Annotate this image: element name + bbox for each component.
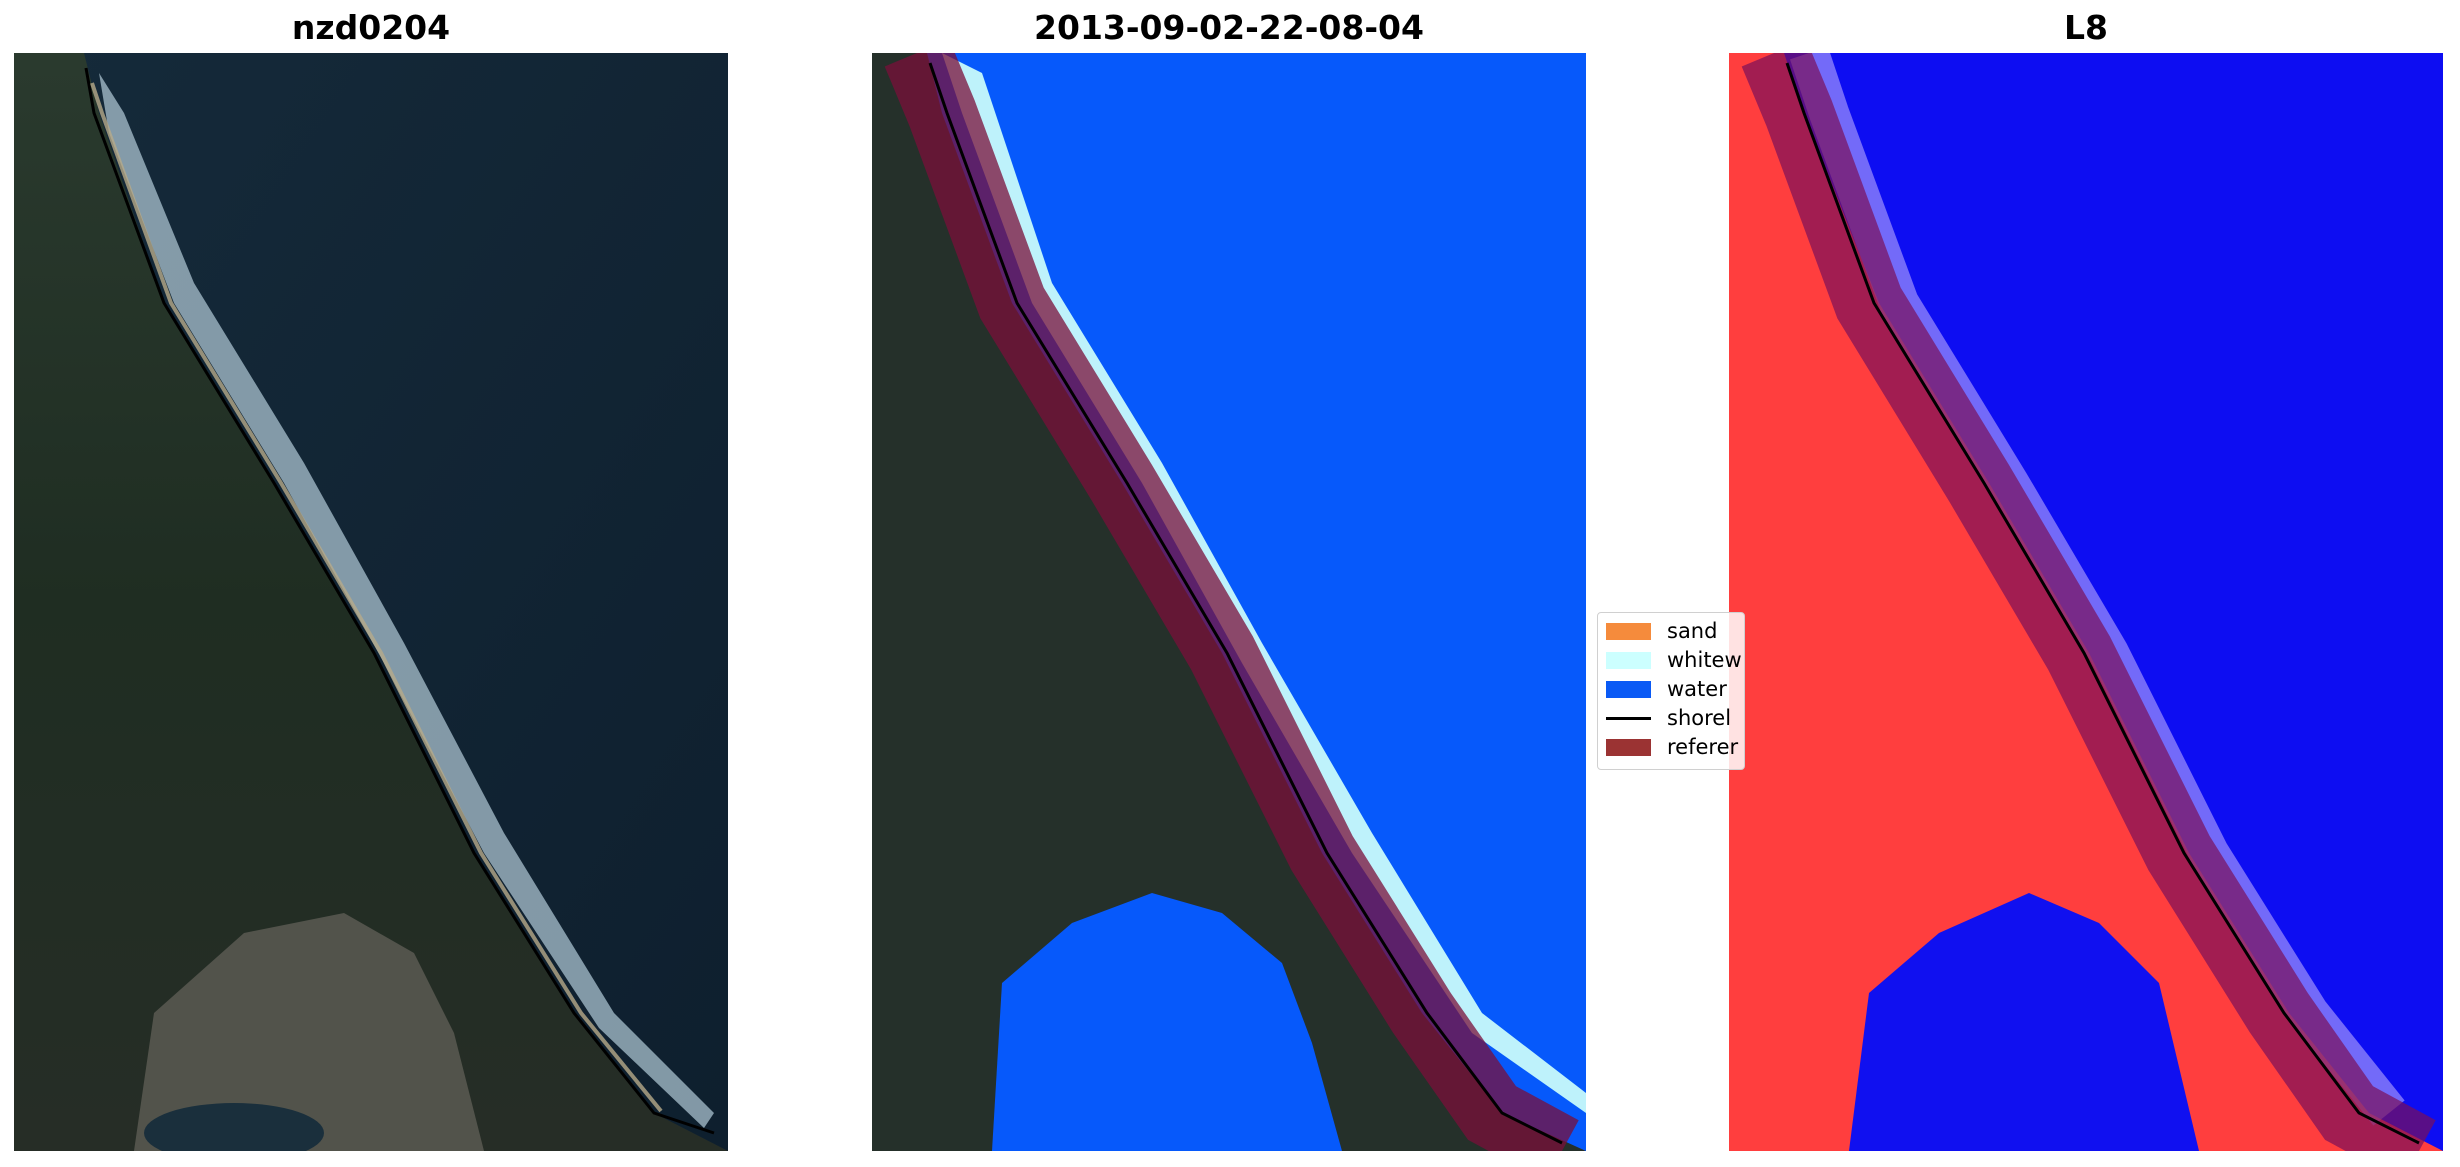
legend-item-shoreline: shorel	[1606, 705, 1731, 731]
legend-swatch-water	[1606, 680, 1651, 698]
panel-title-index: L8	[2064, 8, 2108, 47]
legend-swatch-whitewater	[1606, 651, 1651, 669]
legend-item-whitewater: whitew	[1606, 647, 1742, 673]
legend-label: referer	[1667, 735, 1739, 759]
rgb-satellite-image	[14, 53, 728, 1151]
legend-item-sand: sand	[1606, 618, 1717, 644]
water-index-image	[1729, 53, 2443, 1151]
legend-item-reference: referer	[1606, 734, 1738, 760]
legend: sand whitew water shorel referer	[1597, 612, 1745, 770]
legend-swatch-reference	[1606, 738, 1651, 756]
legend-swatch-sand	[1606, 622, 1651, 640]
panel-title-rgb: nzd0204	[291, 8, 451, 47]
legend-label: shorel	[1667, 706, 1732, 730]
panel-title-classified: 2013-09-02-22-08-04	[1034, 8, 1424, 47]
legend-label: water	[1667, 677, 1727, 701]
legend-line-shoreline	[1606, 716, 1651, 720]
legend-label: whitew	[1667, 648, 1742, 672]
legend-item-water: water	[1606, 676, 1727, 702]
legend-label: sand	[1667, 619, 1718, 643]
classified-image	[872, 53, 1586, 1151]
